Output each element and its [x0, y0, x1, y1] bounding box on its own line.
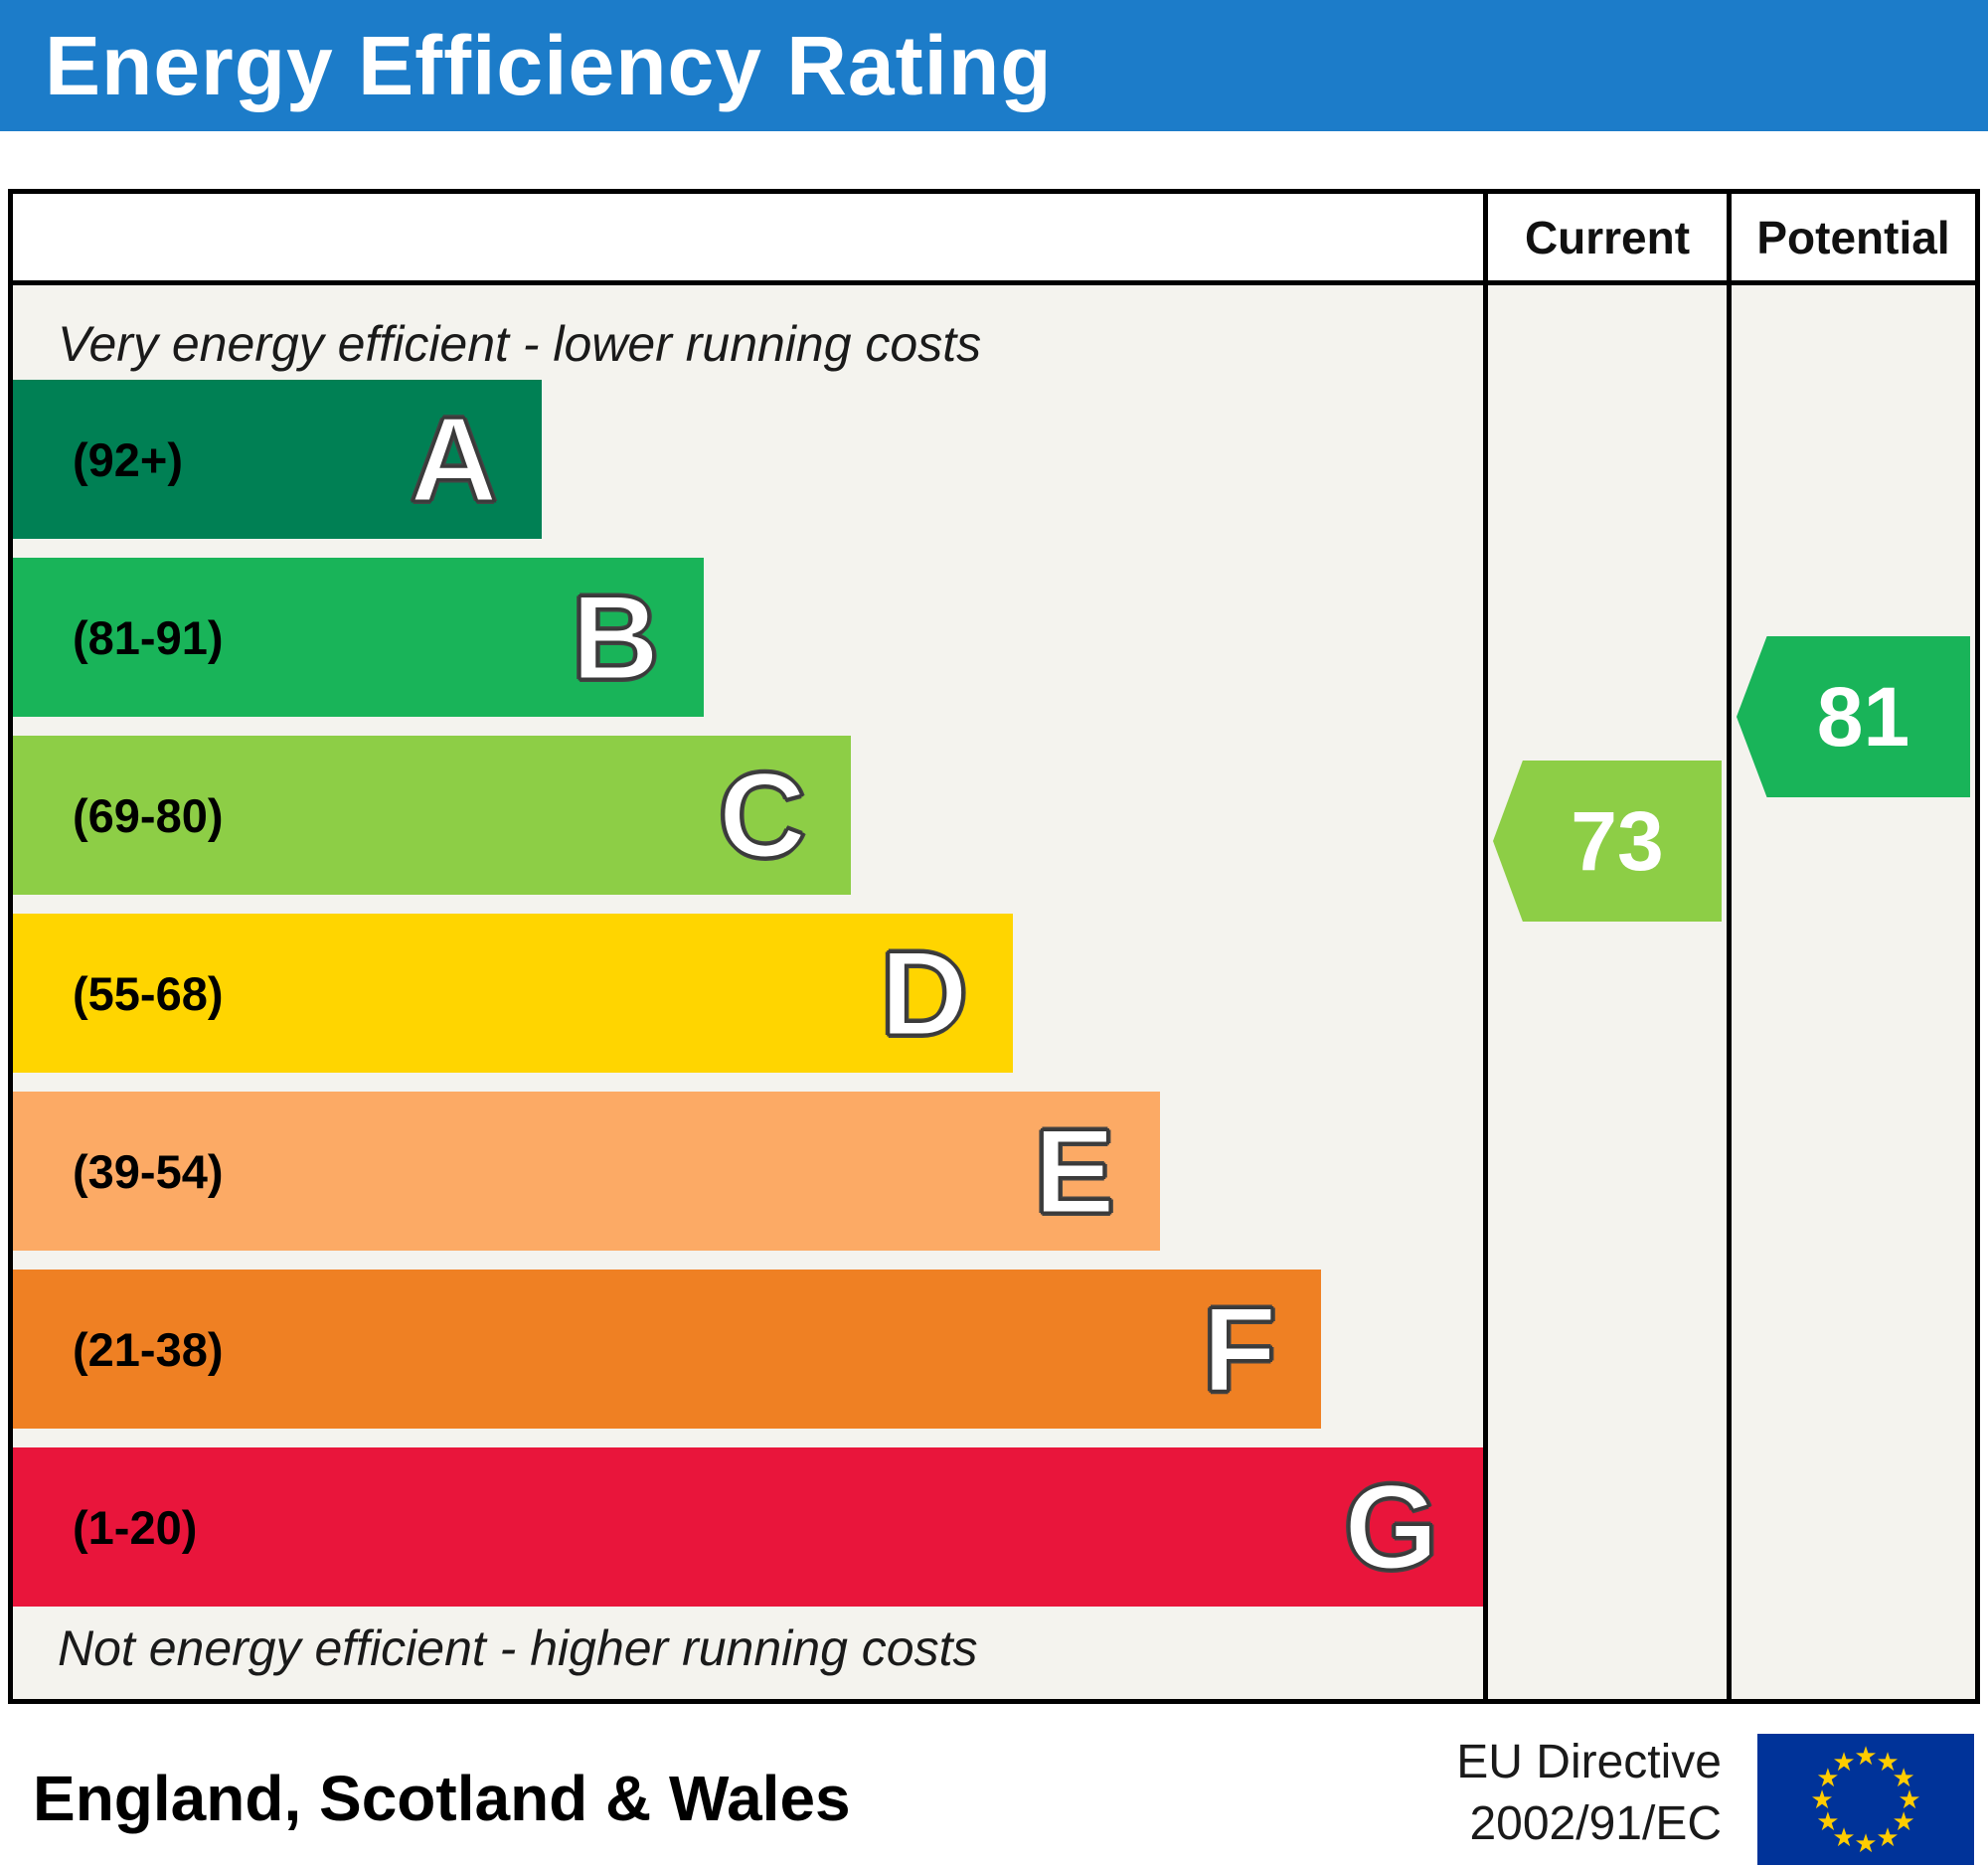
potential-rating-value: 81	[1816, 669, 1910, 764]
current-column-header: Current	[1488, 194, 1727, 285]
top-note: Very energy efficient - lower running co…	[58, 316, 982, 372]
svg-text:★: ★	[1816, 1763, 1839, 1792]
potential-rating-arrow: 81	[1737, 636, 1970, 797]
bottom-note: Not energy efficient - higher running co…	[58, 1620, 978, 1676]
band-c: (69-80) C	[13, 736, 852, 895]
band-a: (92+) A	[13, 380, 543, 539]
potential-column-header: Potential	[1732, 194, 1975, 285]
band-letter: A	[409, 392, 499, 527]
band-range-label: (81-91)	[73, 610, 224, 664]
footer: England, Scotland & Wales EU Directive 2…	[8, 1704, 1980, 1867]
svg-text:★: ★	[1892, 1806, 1914, 1836]
page-title: Energy Efficiency Rating	[45, 18, 1053, 112]
band-letter: G	[1343, 1459, 1440, 1595]
svg-text:★: ★	[1876, 1747, 1899, 1777]
svg-text:★: ★	[1832, 1822, 1855, 1852]
band-letter: C	[717, 748, 807, 883]
eu-directive-line1: EU Directive	[1456, 1736, 1722, 1788]
band-letter: D	[879, 926, 969, 1061]
band-e: (39-54) E	[13, 1092, 1160, 1251]
region-label: England, Scotland & Wales	[33, 1763, 851, 1834]
current-rating-arrow: 73	[1493, 761, 1722, 922]
eu-directive-line2: 2002/91/EC	[1469, 1797, 1722, 1851]
band-b: (81-91) B	[13, 558, 705, 717]
band-letter: E	[1033, 1103, 1116, 1239]
band-range-label: (1-20)	[73, 1500, 198, 1554]
eu-flag-icon: ★★★★★★★★★★★★	[1757, 1734, 1974, 1865]
band-letter: F	[1201, 1281, 1278, 1417]
band-range-label: (92+)	[73, 432, 184, 486]
title-bar: Energy Efficiency Rating	[0, 0, 1988, 131]
potential-column-body: 81	[1732, 285, 1975, 1699]
band-letter: B	[571, 570, 661, 705]
band-d: (55-68) D	[13, 914, 1013, 1073]
potential-column: Potential 81	[1732, 194, 1975, 1699]
svg-text:★: ★	[1854, 1741, 1877, 1771]
svg-text:★: ★	[1832, 1747, 1855, 1777]
svg-text:★: ★	[1816, 1806, 1839, 1836]
current-column-body: 73	[1488, 285, 1727, 1699]
band-range-label: (55-68)	[73, 966, 224, 1020]
band-f: (21-38) F	[13, 1270, 1322, 1429]
rating-bands: (92+) A (81-91) B (69-80) C (55-68) D (39-54) E (2…	[13, 380, 1483, 1607]
eu-directive-label: EU Directive 2002/91/EC	[1456, 1732, 1722, 1856]
bands-column: Very energy efficient - lower running co…	[13, 194, 1488, 1699]
bands-area: Very energy efficient - lower running co…	[13, 285, 1483, 1699]
svg-text:★: ★	[1854, 1828, 1877, 1858]
band-range-label: (21-38)	[73, 1322, 224, 1376]
current-rating-value: 73	[1571, 793, 1664, 888]
svg-text:★: ★	[1892, 1763, 1914, 1792]
band-range-label: (69-80)	[73, 788, 224, 842]
band-g: (1-20) G	[13, 1447, 1483, 1607]
svg-text:★: ★	[1876, 1822, 1899, 1852]
current-column: Current 73	[1488, 194, 1732, 1699]
bands-column-header	[13, 194, 1483, 285]
band-range-label: (39-54)	[73, 1144, 224, 1198]
svg-text:★: ★	[1810, 1784, 1833, 1814]
svg-text:★: ★	[1898, 1784, 1920, 1814]
rating-table: Very energy efficient - lower running co…	[8, 189, 1980, 1704]
